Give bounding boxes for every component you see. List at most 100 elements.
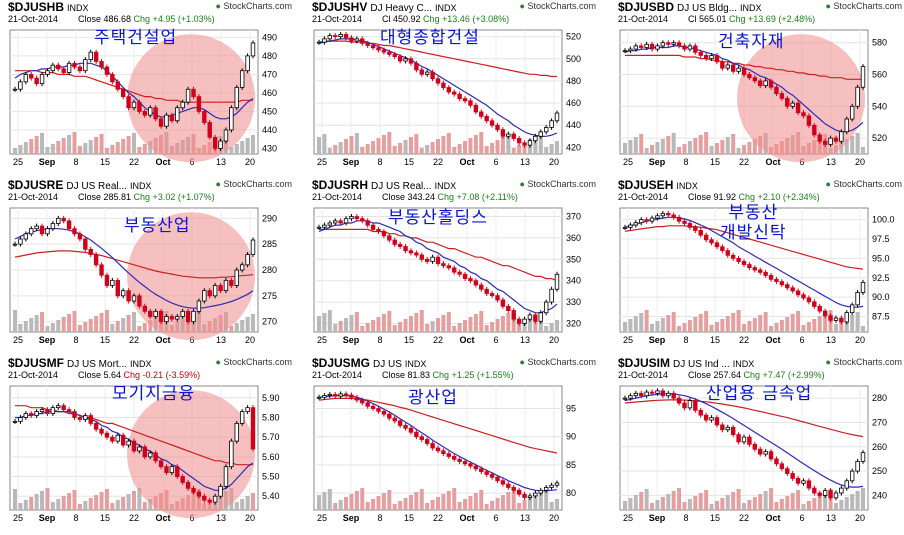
- brand-text: StockCharts.com: [223, 357, 292, 367]
- candle-body: [801, 294, 806, 299]
- candle-body: [543, 301, 549, 314]
- candle-body: [50, 223, 56, 230]
- volume-bar: [13, 489, 17, 510]
- candle-body: [698, 230, 703, 236]
- volume-bar: [23, 321, 28, 332]
- y-tick-label: 440: [262, 125, 277, 135]
- volume-bar: [110, 503, 115, 510]
- volume-bar: [839, 142, 844, 154]
- candle-body: [633, 392, 639, 397]
- candle-body: [126, 440, 131, 446]
- ma-long-line: [318, 40, 557, 78]
- candle-body: [452, 267, 457, 273]
- brand-icon: ●: [215, 357, 224, 367]
- candle-body: [403, 58, 408, 62]
- candle-body: [370, 405, 376, 409]
- candle-body: [419, 254, 424, 260]
- candle-body: [218, 140, 223, 149]
- candle-body: [169, 114, 175, 122]
- x-tick-label: 22: [739, 513, 749, 523]
- brand-text: StockCharts.com: [223, 179, 292, 189]
- candle-body: [196, 96, 202, 112]
- ma-long-line: [625, 54, 863, 80]
- candle-body: [93, 254, 99, 266]
- volume-bar: [850, 315, 855, 332]
- volume-bar: [790, 314, 795, 332]
- candle-body: [833, 317, 839, 321]
- volume-bar: [67, 135, 72, 154]
- candle-body: [655, 215, 660, 219]
- close-value: 5.64: [103, 370, 124, 380]
- volume-bar: [549, 144, 554, 154]
- x-tick-label: Sep: [39, 157, 56, 167]
- annotation-label: 부동산 개발신탁: [720, 203, 787, 243]
- x-tick-label: Oct: [765, 513, 780, 523]
- candle-body: [327, 394, 333, 396]
- volume-bar: [354, 491, 359, 510]
- volume-bar: [398, 143, 403, 154]
- candle-body: [801, 112, 806, 117]
- y-tick-label: 290: [262, 213, 277, 223]
- volume-bar: [623, 322, 627, 332]
- change-value: Chg +7.47 (+2.99%): [743, 370, 825, 380]
- change-value: Chg +2.10 (+2.34%): [738, 192, 820, 202]
- candle-body: [639, 219, 644, 224]
- candle-body: [828, 315, 833, 321]
- candle-body: [671, 392, 676, 399]
- candle-body: [628, 395, 633, 399]
- price-plot: 27027528028529025Sep81522Oct61320: [9, 207, 277, 345]
- candle-body: [484, 288, 489, 294]
- volume-bar: [850, 494, 855, 510]
- y-tick-label: 340: [566, 276, 581, 286]
- candle-body: [774, 458, 779, 465]
- volume-bar: [137, 147, 142, 154]
- candle-body: [387, 235, 392, 241]
- volume-bar: [327, 148, 332, 154]
- x-tick-label: 8: [683, 157, 688, 167]
- candle-body: [785, 284, 790, 289]
- symbol-line: $DJUSMF DJ US Mort... INDX: [8, 356, 152, 370]
- candle-body: [703, 414, 709, 421]
- candle-body: [137, 295, 142, 307]
- candle-body: [817, 134, 822, 142]
- candle-body: [860, 282, 866, 293]
- candle-body: [714, 242, 720, 248]
- close-label: Close: [78, 14, 104, 24]
- candle-body: [148, 107, 153, 116]
- volume-bar: [240, 499, 245, 510]
- candle-body: [822, 310, 828, 317]
- candle-body: [34, 77, 39, 85]
- volume-bar: [785, 496, 790, 510]
- volume-bar: [747, 142, 752, 154]
- candle-body: [817, 306, 822, 312]
- candle-body: [322, 224, 327, 228]
- candle-body: [774, 86, 779, 94]
- volume-bar: [742, 324, 746, 332]
- quote-line: Close 91.92 Chg +2.10 (+2.34%): [688, 192, 820, 202]
- volume-bar: [671, 491, 676, 510]
- close-value: 486.68: [103, 14, 134, 24]
- volume-bar: [403, 140, 408, 154]
- candle-body: [506, 483, 511, 488]
- volume-bar: [34, 494, 39, 510]
- x-tick-label: 6: [493, 513, 498, 523]
- index-name: DJ Heavy C...: [370, 3, 433, 14]
- y-tick-label: 500: [566, 54, 581, 64]
- candle-body: [822, 490, 828, 496]
- chart-header: $DJUSHV DJ Heavy C... INDX ● StockCharts.co…: [312, 0, 604, 28]
- volume-bar: [650, 503, 655, 510]
- volume-bar: [446, 133, 451, 154]
- volume-bar: [533, 136, 538, 154]
- chart-header: $DJUSRH DJ US Real... INDX ● StockCharts.co…: [312, 178, 604, 206]
- x-tick-label: 25: [13, 157, 23, 167]
- price-plot: 240 250 260 270 280 25 Sep 8 15 22 Oct 6 13 20: [619, 385, 887, 523]
- brand-icon: ●: [825, 179, 834, 189]
- volume-bar: [327, 310, 332, 332]
- brand-label: ● StockCharts.com: [826, 179, 902, 189]
- candle-body: [104, 432, 110, 438]
- volume-bar: [549, 502, 554, 510]
- volume-bar: [644, 489, 649, 510]
- volume-bar: [650, 324, 655, 332]
- volume-bar: [714, 322, 719, 332]
- x-tick-label: 22: [433, 335, 443, 345]
